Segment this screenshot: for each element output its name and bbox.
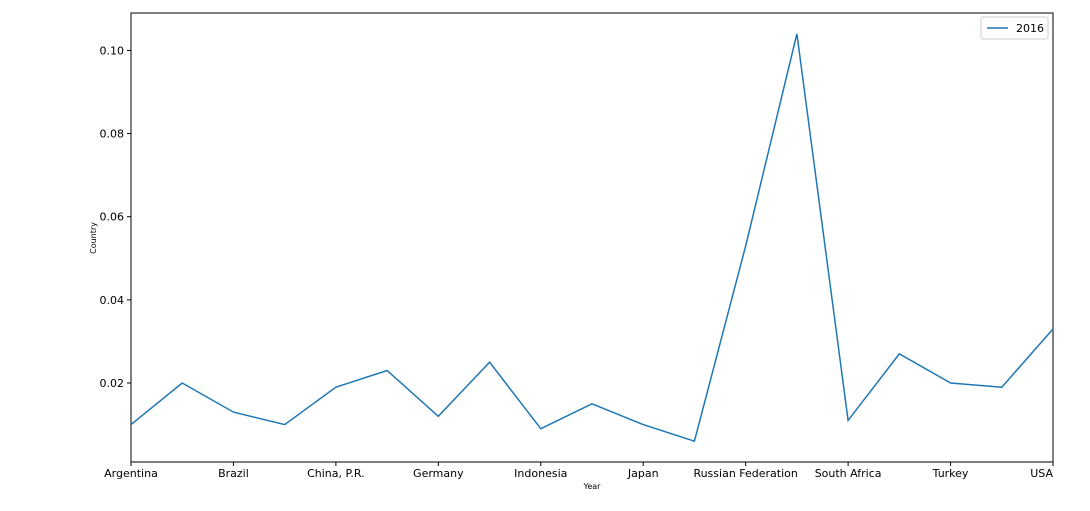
x-tick-label: Russian Federation bbox=[693, 467, 797, 480]
legend: 2016 bbox=[980, 16, 1049, 40]
series-line-2016 bbox=[130, 33, 1054, 443]
x-tick-label: USA bbox=[1030, 467, 1053, 480]
y-tick-label: 0.06 bbox=[100, 211, 125, 224]
y-axis: 0.02 0.04 0.06 0.08 0.10 bbox=[100, 44, 131, 390]
legend-label: 2016 bbox=[1016, 22, 1044, 35]
y-tick-label: 0.10 bbox=[100, 44, 125, 57]
y-tick-label: 0.02 bbox=[100, 377, 125, 390]
y-tick-label: 0.04 bbox=[100, 294, 125, 307]
x-axis: Argentina Brazil China, P.R. Germany Indones… bbox=[104, 462, 1054, 480]
x-axis-title: Year bbox=[583, 482, 602, 491]
y-tick-label: 0.08 bbox=[100, 128, 125, 141]
x-tick-label: Japan bbox=[627, 467, 659, 480]
x-tick-label: Turkey bbox=[932, 467, 969, 480]
x-tick-label: Brazil bbox=[218, 467, 249, 480]
x-tick-label: China, P.R. bbox=[307, 467, 365, 480]
y-axis-title: Country bbox=[89, 222, 98, 254]
x-tick-label: Argentina bbox=[104, 467, 158, 480]
x-tick-label: Germany bbox=[413, 467, 464, 480]
plot-area bbox=[130, 12, 1054, 463]
x-tick-label: South Africa bbox=[815, 467, 882, 480]
legend-box bbox=[980, 16, 1049, 40]
x-tick-label: Indonesia bbox=[514, 467, 567, 480]
